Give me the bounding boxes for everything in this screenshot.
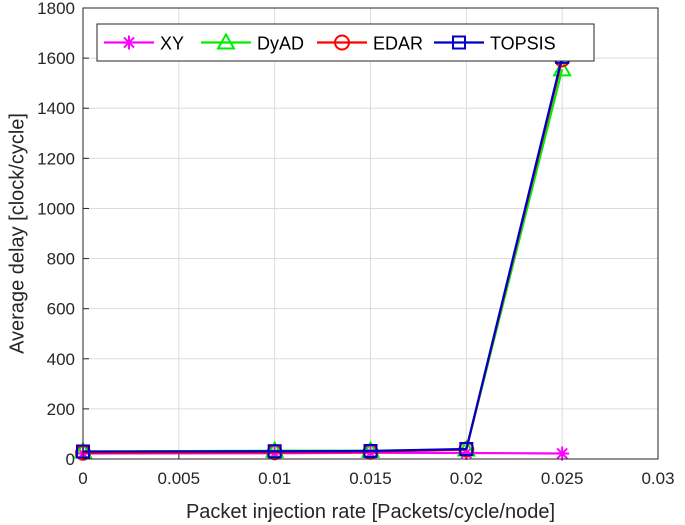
x-tick-label: 0.005 xyxy=(158,469,201,488)
y-tick-label: 1600 xyxy=(37,49,75,68)
y-tick-label: 1200 xyxy=(37,149,75,168)
y-tick-label: 600 xyxy=(47,300,75,319)
legend-label: TOPSIS xyxy=(490,34,556,54)
x-axis-ticks: 0 0.005 0.01 0.015 0.02 0.025 0.03 xyxy=(78,453,675,488)
data-point-marker xyxy=(555,446,570,461)
legend-item-dyad: DyAD xyxy=(201,32,304,54)
x-tick-label: 0.01 xyxy=(258,469,291,488)
grid xyxy=(82,7,659,460)
plot-area-frame xyxy=(82,7,659,460)
data-point-marker xyxy=(452,35,466,50)
series-edar xyxy=(75,51,571,461)
x-tick-label: 0.03 xyxy=(641,469,674,488)
x-tick-label: 0.02 xyxy=(450,469,483,488)
data-point-marker xyxy=(334,34,350,51)
y-tick-label: 1400 xyxy=(37,99,75,118)
x-axis-label: Packet injection rate [Packets/cycle/nod… xyxy=(186,501,555,523)
data-point-marker xyxy=(552,59,572,77)
data-point-marker xyxy=(122,35,136,50)
series-topsis xyxy=(76,49,570,459)
legend-label: EDAR xyxy=(373,34,423,54)
series xyxy=(73,49,572,461)
series-line-dyad xyxy=(82,69,564,453)
data-point-marker xyxy=(216,32,236,50)
y-axis-label: Average delay [clock/cycle] xyxy=(6,113,28,354)
legend: XY DyAD EDAR TOPSIS xyxy=(96,23,595,62)
legend-item-edar: EDAR xyxy=(317,34,423,54)
legend-item-xy: XY xyxy=(104,34,184,54)
series-line-topsis xyxy=(82,56,564,453)
legend-label: DyAD xyxy=(257,34,304,54)
y-tick-label: 800 xyxy=(47,250,75,269)
y-axis-ticks: 0 200 400 600 800 1000 1200 1400 1600 1800 xyxy=(37,0,89,469)
y-tick-label: 1000 xyxy=(37,199,75,218)
x-tick-label: 0.025 xyxy=(541,469,584,488)
series-dyad xyxy=(73,59,572,459)
x-tick-label: 0 xyxy=(78,469,87,488)
legend-item-topsis: TOPSIS xyxy=(434,34,556,54)
x-tick-label: 0.015 xyxy=(349,469,392,488)
data-point-marker xyxy=(267,444,282,459)
legend-label: XY xyxy=(160,34,184,54)
series-line-edar xyxy=(82,59,564,454)
data-point-marker xyxy=(363,443,378,458)
y-tick-label: 400 xyxy=(47,350,75,369)
y-tick-label: 0 xyxy=(66,450,75,469)
y-tick-label: 1800 xyxy=(37,0,75,18)
data-point-marker xyxy=(459,441,474,456)
y-tick-label: 200 xyxy=(47,400,75,419)
